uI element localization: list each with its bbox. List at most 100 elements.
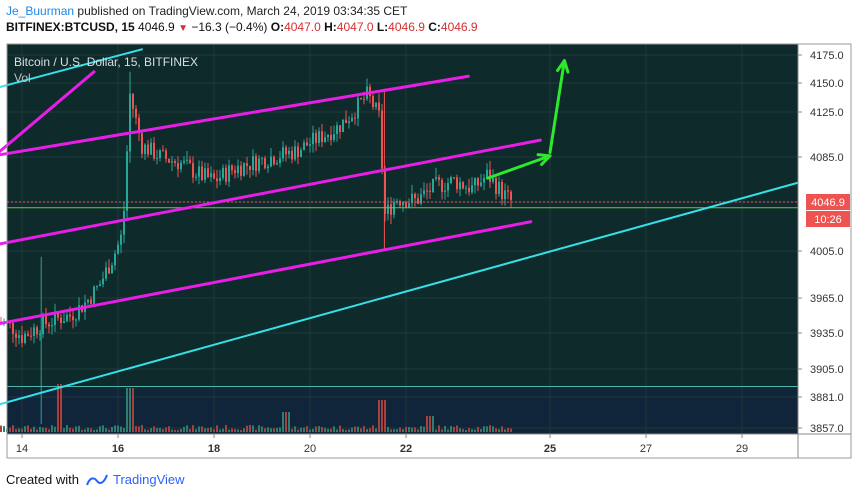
candle-body xyxy=(246,163,248,166)
volume-bar xyxy=(297,429,299,432)
candle-body xyxy=(501,181,503,200)
candle-body xyxy=(300,150,302,158)
candle-body xyxy=(228,165,230,182)
candle-body xyxy=(174,161,176,164)
projection-leg-2[interactable] xyxy=(548,59,566,154)
time-tick-label: 27 xyxy=(640,443,652,455)
candle-body xyxy=(45,315,47,325)
time-tick-label: 20 xyxy=(304,443,316,455)
candle-body xyxy=(297,146,299,158)
volume-bar xyxy=(63,428,65,432)
candle-body xyxy=(141,133,143,154)
candle-body xyxy=(507,190,509,192)
volume-bar xyxy=(51,425,53,432)
candle-body xyxy=(309,144,311,146)
volume-bar xyxy=(117,425,119,432)
volume-bar xyxy=(69,427,71,432)
candle-body xyxy=(168,158,170,163)
volume-bar xyxy=(54,426,56,432)
channel-low-line[interactable] xyxy=(0,138,542,246)
trend-upper-line[interactable] xyxy=(0,48,143,89)
candle-body xyxy=(414,193,416,199)
trend-lower-line[interactable] xyxy=(0,177,815,406)
volume-bar xyxy=(468,427,470,432)
volume-bar xyxy=(261,426,263,432)
price-tick-label: 3905.0 xyxy=(810,364,844,376)
candle-body xyxy=(96,286,98,288)
volume-bar xyxy=(201,426,203,432)
candle-body xyxy=(147,144,149,155)
volume-bar xyxy=(369,428,371,432)
volume-bar xyxy=(138,426,140,432)
candle-body xyxy=(264,158,266,169)
volume-bar xyxy=(45,427,47,432)
candle-body xyxy=(42,315,44,335)
volume-bar xyxy=(372,425,374,432)
last-price-tag: 4046.9 10:26 xyxy=(806,194,850,227)
candle-body xyxy=(258,158,260,171)
candle-body xyxy=(27,333,29,336)
volume-bar xyxy=(486,426,488,432)
candle-body xyxy=(339,125,341,132)
volume-bar xyxy=(123,427,125,432)
candle-body xyxy=(447,183,449,191)
time-tick-label: 29 xyxy=(736,443,748,455)
volume-bar xyxy=(153,426,155,432)
volume-bar xyxy=(354,426,356,432)
volume-bar xyxy=(165,427,167,432)
volume-bar xyxy=(27,425,29,432)
candle-body xyxy=(390,204,392,215)
candle-body xyxy=(66,314,68,322)
volume-bar xyxy=(453,426,455,432)
price-tick-label: 3935.0 xyxy=(810,328,844,340)
channel-upper-line[interactable] xyxy=(0,70,96,157)
candle-body xyxy=(444,190,446,192)
author-link[interactable]: Je_Buurman xyxy=(6,4,75,18)
candle-body xyxy=(177,163,179,170)
candle-body xyxy=(267,166,269,169)
candle-body xyxy=(306,142,308,146)
volume-bar xyxy=(471,429,473,432)
volume-bar xyxy=(459,428,461,432)
volume-bar xyxy=(510,428,512,432)
drawing-lines xyxy=(0,48,815,406)
candle-body xyxy=(234,170,236,174)
volume-bar xyxy=(267,427,269,432)
volume-bar xyxy=(84,429,86,432)
volume-bar xyxy=(72,428,74,432)
candle-body xyxy=(324,137,326,143)
open-label: O: xyxy=(270,20,285,34)
projection-leg-1[interactable] xyxy=(486,154,552,180)
volume-bar xyxy=(180,428,182,432)
volume-bar xyxy=(387,427,389,432)
volume-bar xyxy=(108,429,110,432)
volume-bar xyxy=(237,429,239,432)
candle-body xyxy=(261,158,263,160)
tradingview-brand-link[interactable]: TradingView xyxy=(113,472,185,487)
candle-body xyxy=(474,178,476,186)
volume-bar xyxy=(462,429,464,432)
candle-body xyxy=(252,156,254,170)
price-tick-label: 4005.0 xyxy=(810,246,844,258)
candle-body xyxy=(162,150,164,152)
candle-body xyxy=(336,125,338,134)
candle-body xyxy=(270,156,272,167)
volume-bar xyxy=(207,428,209,432)
volume-bar xyxy=(312,428,314,432)
channel-bottom-line[interactable] xyxy=(0,220,533,326)
chart-title: Bitcoin / U.S. Dollar, 15, BITFINEX xyxy=(14,55,198,69)
candle-body xyxy=(63,321,65,324)
candle-body xyxy=(510,191,512,201)
channel-mid-line[interactable] xyxy=(0,74,470,157)
volume-bar xyxy=(507,427,509,432)
volume-bar xyxy=(351,427,353,432)
chart-header: Je_Buurman published on TradingView.com,… xyxy=(6,3,851,35)
candle-body xyxy=(375,102,377,108)
candle-body xyxy=(21,335,23,343)
candle-body xyxy=(87,299,89,303)
volume-bar xyxy=(378,400,380,432)
volume-bar xyxy=(183,426,185,432)
volume-bar xyxy=(252,425,254,432)
volume-bar xyxy=(426,416,428,432)
